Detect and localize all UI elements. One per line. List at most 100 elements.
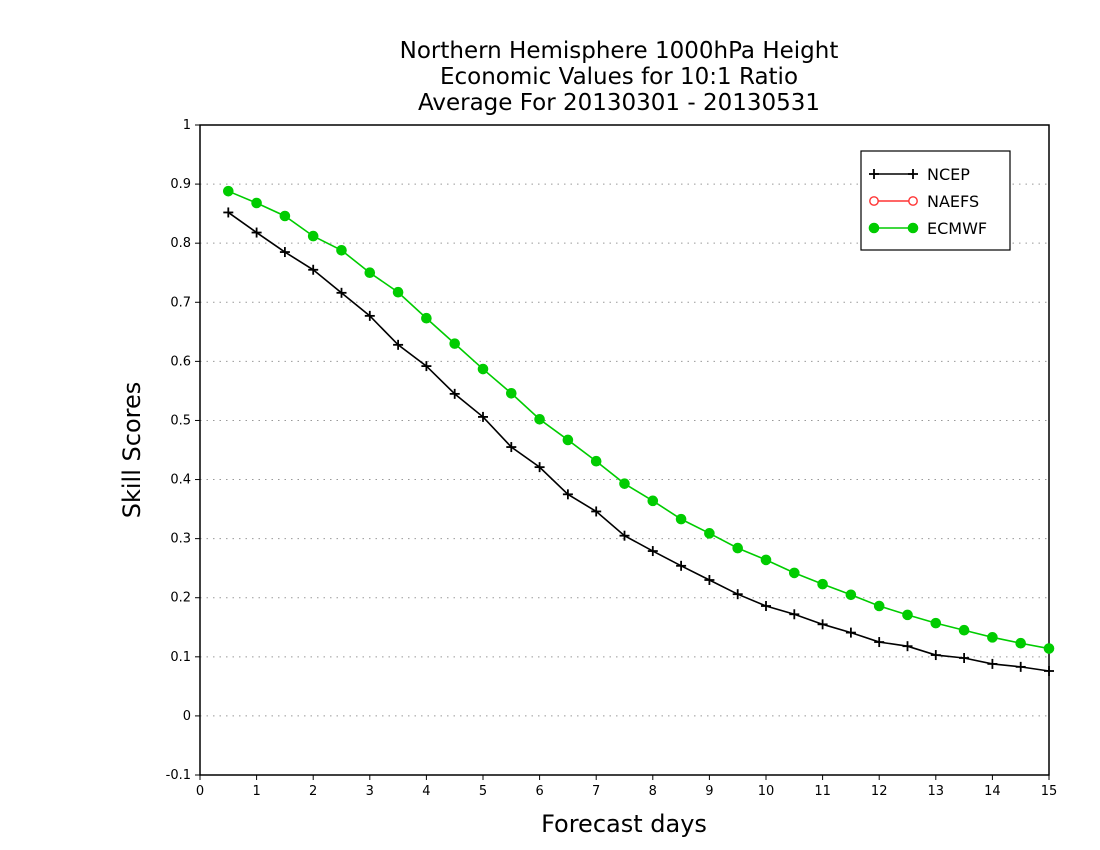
- x-tick-label: 8: [649, 784, 657, 799]
- x-tick-label: 4: [422, 784, 430, 799]
- title-line-1: Northern Hemisphere 1000hPa Height: [400, 38, 839, 64]
- ncep-point: [591, 506, 602, 517]
- legend-label: NAEFS: [927, 192, 979, 211]
- ecmwf-point: [477, 363, 489, 375]
- x-tick-label: 14: [984, 784, 1001, 799]
- legend-item-ncep: NCEP: [869, 165, 970, 184]
- ncep-point: [817, 619, 828, 630]
- legend-marker: [868, 222, 880, 234]
- ecmwf-point: [223, 185, 234, 197]
- y-tick-label: 0.7: [170, 295, 191, 310]
- ncep-point: [251, 227, 262, 238]
- ecmwf-point: [590, 455, 602, 467]
- ecmwf-point: [364, 267, 376, 279]
- y-axis-ticks: -0.1 0 0.1 0.2 0.3 0.4 0.5 0.6 0.7 0.8 0.9 1: [166, 118, 200, 783]
- ncep-point: [732, 589, 743, 600]
- ncep-point: [930, 650, 941, 661]
- y-tick-label: 0.8: [170, 236, 191, 251]
- ecmwf-point: [675, 513, 687, 525]
- legend-marker: [908, 169, 918, 179]
- plot-frame: [199, 124, 1050, 776]
- ncep-point: [1044, 666, 1054, 676]
- ecmwf-point: [336, 244, 347, 256]
- ecmwf-point: [930, 617, 942, 629]
- ecmwf-point: [789, 567, 800, 579]
- ncep-point: [534, 462, 545, 473]
- ecmwf-point: [732, 542, 744, 554]
- ncep-point: [874, 637, 885, 648]
- x-tick-label: 7: [592, 784, 600, 799]
- ncep-point: [393, 339, 404, 350]
- x-axis-label: Forecast days: [541, 810, 707, 838]
- x-tick-label: 11: [814, 784, 831, 799]
- y-axis-label: Skill Scores: [118, 382, 146, 519]
- ecmwf-point: [619, 478, 630, 489]
- ecmwf-point: [845, 589, 857, 601]
- ecmwf-point: [902, 609, 913, 621]
- x-tick-label: 13: [928, 784, 945, 799]
- ncep-point: [308, 264, 319, 275]
- legend-label: NCEP: [927, 165, 970, 184]
- ncep-point: [1015, 661, 1026, 672]
- ncep-point: [279, 247, 290, 258]
- y-tick-label: 0.5: [170, 413, 191, 428]
- legend-marker: [869, 169, 879, 179]
- ncep-point: [506, 442, 517, 453]
- ncep-point: [789, 609, 800, 620]
- legend-marker: [907, 222, 919, 234]
- x-tick-label: 5: [479, 784, 487, 799]
- x-tick-label: 1: [252, 784, 260, 799]
- grid-lines: [200, 183, 1049, 717]
- chart-title: Northern Hemisphere 1000hPa HeightEconom…: [400, 38, 839, 116]
- legend-label: ECMWF: [927, 219, 987, 238]
- ncep-point: [761, 601, 771, 611]
- ncep-point: [364, 310, 375, 321]
- ncep-point: [704, 575, 715, 585]
- y-tick-label: 0.4: [170, 473, 191, 488]
- x-tick-label: 3: [366, 784, 374, 799]
- ncep-point: [987, 658, 998, 669]
- x-tick-label: 10: [758, 784, 775, 799]
- ncep-point: [478, 411, 488, 422]
- series-group: [223, 185, 1055, 676]
- ncep-line: [227, 211, 1050, 672]
- legend: NCEP NAEFS ECMWF: [860, 150, 1011, 251]
- x-tick-label: 2: [309, 784, 317, 799]
- ecmwf-point: [987, 632, 998, 643]
- ecmwf-point: [279, 210, 291, 222]
- y-tick-label: 0.3: [170, 532, 191, 547]
- ncep-point: [959, 653, 970, 663]
- x-axis-ticks: 0 1 2 3 4 5 6 7 8 9 10 11 12 13 14 15: [196, 775, 1057, 799]
- ncep-point: [562, 489, 573, 500]
- ecmwf-point: [647, 495, 659, 507]
- ecmwf-point: [562, 434, 574, 446]
- ncep-point: [845, 627, 856, 638]
- ecmwf-point: [506, 387, 517, 399]
- y-tick-label: 1: [183, 118, 191, 133]
- y-tick-label: 0: [183, 709, 191, 724]
- ecmwf-line: [227, 190, 1050, 650]
- legend-marker: [869, 196, 879, 206]
- title-line-3: Average For 20130301 - 20130531: [418, 90, 820, 116]
- x-tick-label: 6: [535, 784, 543, 799]
- ncep-point: [647, 546, 658, 557]
- ecmwf-point: [958, 624, 970, 636]
- legend-item-naefs: NAEFS: [869, 192, 979, 211]
- ncep-point: [421, 361, 432, 372]
- ecmwf-point: [449, 338, 461, 349]
- y-tick-label: 0.9: [170, 177, 191, 192]
- ecmwf-point: [873, 600, 885, 612]
- ncep-point: [336, 287, 347, 298]
- ecmwf-point: [251, 197, 262, 209]
- title-line-2: Economic Values for 10:1 Ratio: [440, 64, 798, 90]
- y-tick-label: 0.2: [170, 591, 191, 606]
- y-tick-label: -0.1: [166, 768, 191, 783]
- ecmwf-point: [421, 312, 432, 324]
- legend-marker: [908, 196, 918, 206]
- ecmwf-point: [760, 554, 772, 566]
- ecmwf-point: [307, 230, 319, 242]
- ncep-point: [676, 560, 687, 571]
- y-tick-label: 0.6: [170, 354, 191, 369]
- ecmwf-point: [704, 528, 715, 539]
